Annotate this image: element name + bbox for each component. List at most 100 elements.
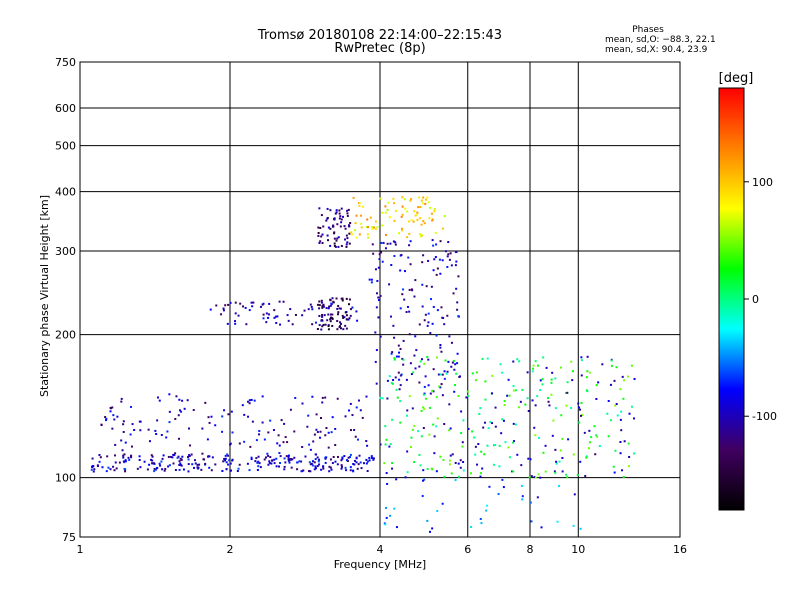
data-point <box>442 458 445 461</box>
data-point <box>414 367 417 370</box>
data-point <box>450 341 453 344</box>
data-point <box>167 465 170 468</box>
data-point <box>446 370 449 373</box>
data-point <box>327 307 330 310</box>
data-point <box>419 464 422 467</box>
data-point <box>423 407 426 410</box>
data-point <box>148 463 151 466</box>
data-point <box>325 456 328 459</box>
data-point <box>262 317 265 320</box>
data-point <box>410 373 413 376</box>
data-point <box>395 478 398 481</box>
data-point <box>226 322 229 325</box>
data-point <box>443 377 446 380</box>
data-point <box>367 236 370 239</box>
data-point <box>340 218 343 221</box>
data-point <box>429 392 432 395</box>
data-point <box>439 240 442 243</box>
data-point <box>366 470 369 473</box>
data-point <box>139 429 142 432</box>
data-point <box>320 328 323 331</box>
data-point <box>282 441 285 444</box>
y-tick-label: 750 <box>55 56 76 69</box>
data-point <box>348 224 351 227</box>
data-point <box>489 421 492 424</box>
data-point <box>435 273 438 276</box>
data-point <box>348 242 351 245</box>
data-point <box>309 470 312 473</box>
data-point <box>447 241 450 244</box>
data-point <box>325 219 328 222</box>
data-point <box>485 509 488 512</box>
data-point <box>327 328 330 331</box>
data-point <box>107 466 110 469</box>
data-point <box>178 460 181 463</box>
y-tick-label: 100 <box>55 472 76 485</box>
data-point <box>257 465 260 468</box>
data-point <box>316 303 319 306</box>
data-point <box>200 468 203 471</box>
data-point <box>93 468 96 471</box>
data-point <box>92 465 95 468</box>
data-point <box>267 431 270 434</box>
data-point <box>613 471 616 474</box>
data-point <box>627 442 630 445</box>
data-point <box>628 456 631 459</box>
data-point <box>215 304 218 307</box>
data-point <box>133 428 136 431</box>
data-point <box>120 400 123 403</box>
data-point <box>491 374 494 377</box>
data-point <box>475 371 478 374</box>
data-point <box>122 460 125 463</box>
data-point <box>312 440 315 443</box>
data-point <box>319 430 322 433</box>
grid <box>80 62 680 537</box>
data-point <box>518 360 521 363</box>
data-point <box>255 439 258 442</box>
data-point <box>533 476 536 479</box>
data-point <box>172 453 175 456</box>
data-point <box>156 467 159 470</box>
data-point <box>361 416 364 419</box>
data-point <box>401 357 404 360</box>
data-point <box>123 467 126 470</box>
data-point <box>409 445 412 448</box>
data-point <box>177 455 180 458</box>
data-point <box>406 236 409 239</box>
data-point <box>318 207 321 210</box>
data-point <box>258 462 261 465</box>
data-point <box>340 244 343 247</box>
data-point <box>436 267 439 270</box>
data-point <box>311 460 314 463</box>
data-point <box>619 452 622 455</box>
data-point <box>411 428 414 431</box>
data-point <box>256 461 259 464</box>
data-point <box>633 417 636 420</box>
data-point <box>457 462 460 465</box>
data-point <box>429 530 432 533</box>
data-point <box>288 461 291 464</box>
data-point <box>514 389 517 392</box>
data-point <box>336 319 339 322</box>
data-point <box>534 476 537 479</box>
data-point <box>366 233 369 236</box>
data-point <box>349 314 352 317</box>
data-point <box>259 305 262 308</box>
data-point <box>223 457 226 460</box>
data-point <box>423 222 426 225</box>
data-point <box>454 264 457 267</box>
data-point <box>379 443 382 446</box>
data-point <box>283 422 286 425</box>
data-point <box>130 445 133 448</box>
data-point <box>339 322 342 325</box>
data-point <box>332 225 335 228</box>
data-point <box>109 406 112 409</box>
data-point <box>122 423 125 426</box>
data-point <box>446 314 449 317</box>
data-point <box>365 395 368 398</box>
data-point <box>273 316 276 319</box>
data-point <box>324 396 327 399</box>
colorbar-tick-label: -100 <box>752 410 777 423</box>
data-point <box>381 224 384 227</box>
data-point <box>413 424 416 427</box>
